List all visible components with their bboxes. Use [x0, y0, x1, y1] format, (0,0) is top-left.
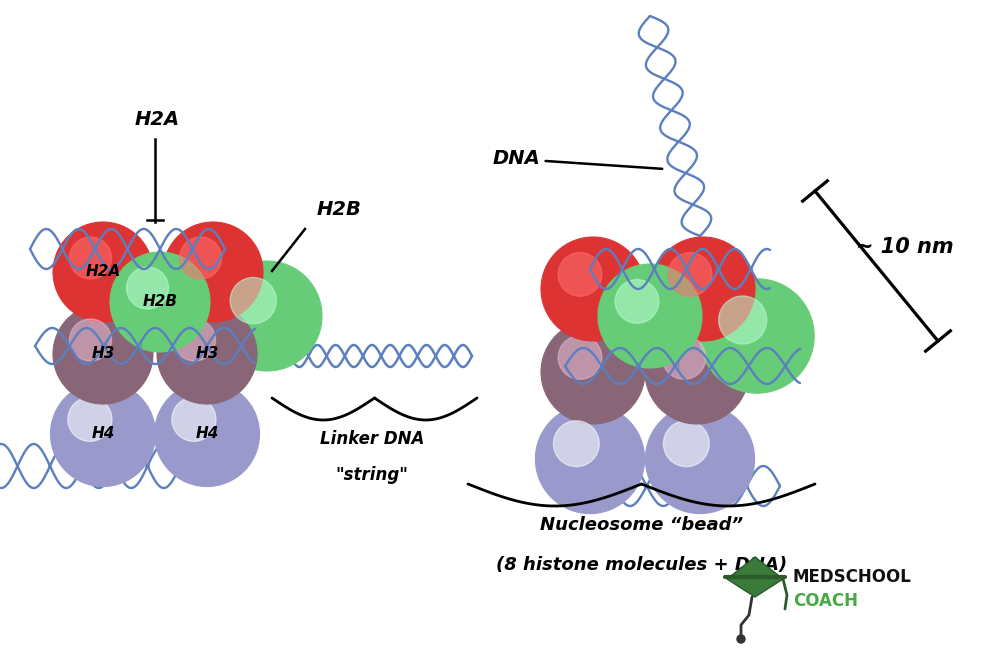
Circle shape	[126, 267, 168, 309]
Text: ~ 10 nm: ~ 10 nm	[856, 237, 954, 257]
Text: H4: H4	[195, 426, 219, 442]
Circle shape	[110, 252, 210, 352]
Circle shape	[535, 405, 645, 513]
Text: H3: H3	[91, 347, 115, 362]
Text: Nucleosome “bead”: Nucleosome “bead”	[540, 516, 743, 534]
Text: H2B: H2B	[317, 200, 362, 219]
Circle shape	[180, 237, 222, 279]
Text: (8 histone molecules + DNA): (8 histone molecules + DNA)	[496, 556, 787, 574]
Text: H3: H3	[195, 347, 219, 362]
Polygon shape	[727, 557, 783, 597]
Circle shape	[645, 320, 749, 424]
Circle shape	[70, 319, 112, 361]
Circle shape	[70, 237, 112, 279]
Text: H4: H4	[91, 426, 115, 442]
Text: H2B: H2B	[143, 295, 178, 310]
Circle shape	[651, 237, 755, 341]
Text: H2A: H2A	[134, 110, 180, 129]
Circle shape	[662, 335, 706, 380]
Circle shape	[598, 264, 702, 368]
Circle shape	[157, 304, 257, 404]
Text: MEDSCHOOL: MEDSCHOOL	[793, 568, 912, 586]
Circle shape	[558, 252, 602, 297]
Text: H2A: H2A	[85, 264, 121, 279]
Circle shape	[558, 335, 602, 380]
Circle shape	[553, 421, 599, 467]
Text: "string": "string"	[336, 466, 408, 484]
Circle shape	[541, 237, 645, 341]
Circle shape	[53, 222, 153, 322]
Circle shape	[700, 279, 814, 393]
Circle shape	[174, 319, 216, 361]
Circle shape	[172, 397, 216, 442]
Circle shape	[230, 277, 276, 324]
Circle shape	[68, 397, 112, 442]
Circle shape	[155, 382, 260, 486]
Text: COACH: COACH	[793, 592, 858, 610]
Circle shape	[50, 382, 156, 486]
Circle shape	[737, 635, 745, 643]
Text: Linker DNA: Linker DNA	[320, 430, 424, 448]
Circle shape	[719, 296, 767, 344]
Circle shape	[541, 320, 645, 424]
Circle shape	[668, 252, 712, 297]
Circle shape	[212, 261, 322, 371]
Circle shape	[615, 279, 659, 324]
Circle shape	[53, 304, 153, 404]
Circle shape	[645, 405, 755, 513]
Circle shape	[663, 421, 709, 467]
Circle shape	[163, 222, 263, 322]
Text: DNA: DNA	[492, 150, 662, 169]
